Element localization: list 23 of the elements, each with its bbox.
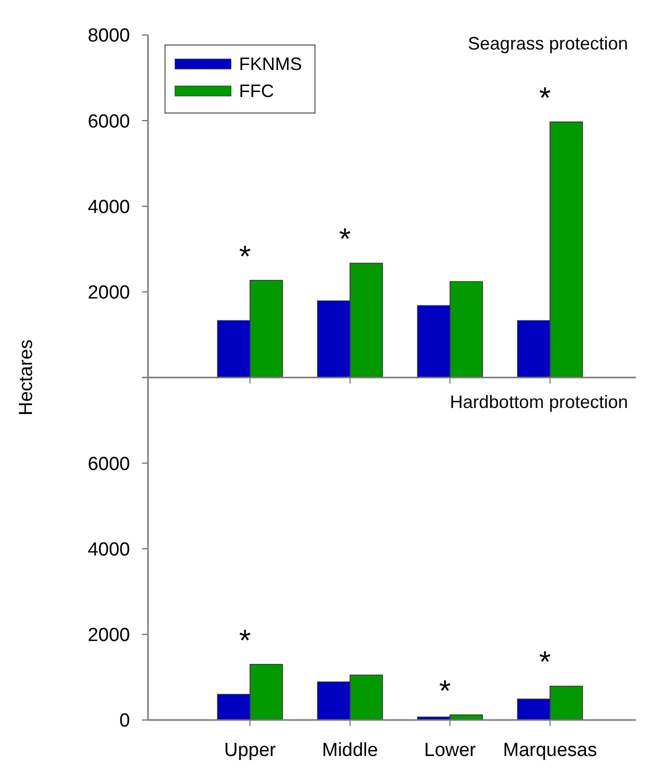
annotation: * [239, 240, 252, 274]
y-tick-label: 2000 [88, 625, 130, 646]
annotation: * [339, 223, 352, 256]
y-axis-title: Hectares [16, 339, 37, 416]
y-tick-label: 6000 [88, 454, 130, 475]
x-tick-label: Middle [322, 740, 378, 761]
legend-label: FKNMS [239, 54, 302, 74]
y-tick-label: 6000 [88, 111, 130, 132]
legend-label: FFC [239, 81, 274, 101]
y-tick-label: 0 [119, 710, 130, 732]
y-tick-label: 2000 [88, 282, 130, 304]
text: Hardbottom protection [450, 392, 628, 412]
chart-title: Seagrass protection [468, 34, 628, 54]
x-tick-label: Upper [224, 740, 277, 761]
y-tick-label: 4000 [88, 196, 130, 218]
y-tick-label: 8000 [88, 26, 130, 47]
y-tick-label: 4000 [88, 539, 130, 560]
annotation: * [239, 624, 252, 658]
x-tick-label: Lower [424, 740, 477, 761]
annotation: * [439, 674, 452, 708]
annotation: * [539, 646, 552, 680]
annotation: * [539, 82, 552, 115]
x-tick-label: Marquesas [503, 740, 597, 761]
